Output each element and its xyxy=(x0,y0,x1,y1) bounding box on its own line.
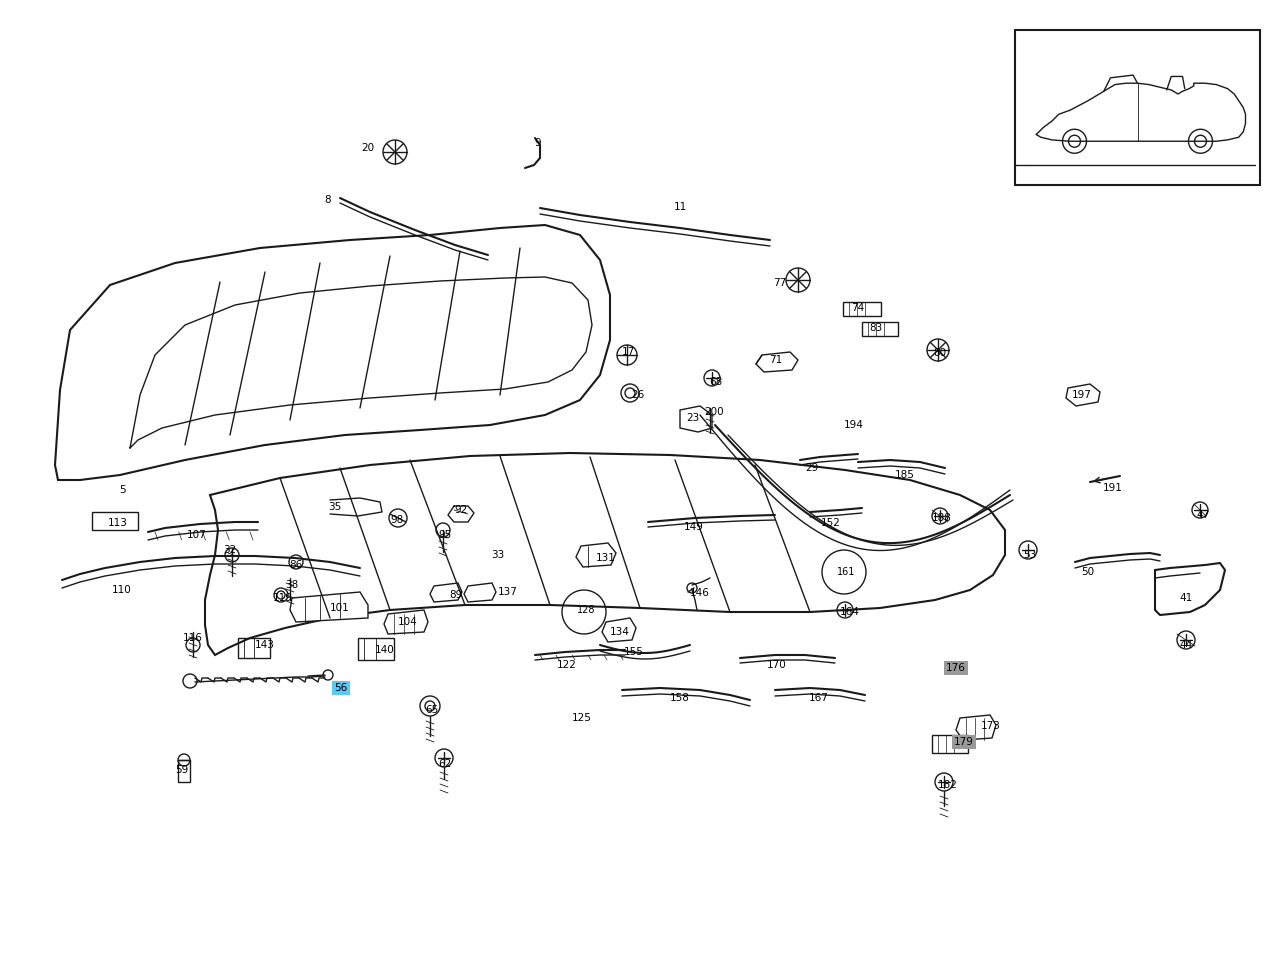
Text: 161: 161 xyxy=(836,567,856,577)
Text: 77: 77 xyxy=(774,278,787,288)
Text: 188: 188 xyxy=(932,513,952,523)
Text: 56: 56 xyxy=(334,683,348,693)
Text: 113: 113 xyxy=(107,518,128,528)
Bar xyxy=(1016,30,1260,185)
Text: 134: 134 xyxy=(610,627,631,637)
Text: 119: 119 xyxy=(272,593,293,603)
Text: 9: 9 xyxy=(535,138,541,148)
Text: 107: 107 xyxy=(187,530,207,540)
Text: 5: 5 xyxy=(119,485,125,495)
Bar xyxy=(238,638,270,658)
Text: 101: 101 xyxy=(330,603,350,613)
Text: 33: 33 xyxy=(491,550,505,560)
Text: 146: 146 xyxy=(691,588,710,598)
Text: 191: 191 xyxy=(1102,483,1123,493)
Text: 92: 92 xyxy=(454,505,468,515)
Text: 47: 47 xyxy=(1196,510,1210,520)
Text: 200: 200 xyxy=(705,407,724,417)
Text: 122: 122 xyxy=(558,660,577,670)
Text: 74: 74 xyxy=(852,303,865,313)
Text: 104: 104 xyxy=(398,617,418,627)
Text: 71: 71 xyxy=(770,355,783,365)
Text: 65: 65 xyxy=(426,705,439,715)
Bar xyxy=(358,638,394,660)
Text: 140: 140 xyxy=(375,645,395,655)
Text: 23: 23 xyxy=(687,413,700,423)
Bar xyxy=(932,735,968,753)
Text: 83: 83 xyxy=(870,323,883,333)
Text: 110: 110 xyxy=(113,585,132,595)
Text: 170: 170 xyxy=(767,660,787,670)
Text: 128: 128 xyxy=(577,605,595,615)
Text: 98: 98 xyxy=(390,515,404,525)
Text: 116: 116 xyxy=(183,633,203,643)
Text: 158: 158 xyxy=(670,693,689,703)
Text: 17: 17 xyxy=(622,347,634,357)
Text: 179: 179 xyxy=(954,737,973,747)
Text: 131: 131 xyxy=(596,553,616,563)
Text: 59: 59 xyxy=(175,765,188,775)
Text: 62: 62 xyxy=(439,759,451,769)
Text: 50: 50 xyxy=(1082,567,1095,577)
Bar xyxy=(178,760,191,782)
Bar xyxy=(843,302,881,316)
Bar xyxy=(862,322,898,336)
Text: 137: 137 xyxy=(498,587,518,597)
Text: 185: 185 xyxy=(895,470,914,480)
Text: 26: 26 xyxy=(632,390,645,400)
Text: 11: 11 xyxy=(673,202,687,212)
Text: 38: 38 xyxy=(285,580,298,590)
Text: 32: 32 xyxy=(224,545,237,555)
Text: 173: 173 xyxy=(981,721,1001,731)
Text: 149: 149 xyxy=(684,522,703,532)
Text: 125: 125 xyxy=(572,713,592,723)
Text: 80: 80 xyxy=(934,348,946,358)
Text: 44: 44 xyxy=(1179,640,1192,650)
Text: 155: 155 xyxy=(624,647,643,657)
Text: 86: 86 xyxy=(289,560,303,570)
Text: 182: 182 xyxy=(938,780,958,790)
Text: 194: 194 xyxy=(844,420,863,430)
Text: 89: 89 xyxy=(449,590,463,600)
Text: 143: 143 xyxy=(255,640,275,650)
Text: 29: 29 xyxy=(806,463,819,473)
Text: 197: 197 xyxy=(1072,390,1092,400)
Text: 164: 164 xyxy=(840,607,859,617)
Text: 41: 41 xyxy=(1179,593,1192,603)
Polygon shape xyxy=(290,592,368,622)
Text: 167: 167 xyxy=(810,693,829,703)
Text: 35: 35 xyxy=(329,502,341,512)
Text: 20: 20 xyxy=(362,143,375,153)
Text: 176: 176 xyxy=(946,663,966,673)
Text: 53: 53 xyxy=(1023,550,1036,560)
Text: 152: 152 xyxy=(821,518,840,528)
Text: 8: 8 xyxy=(325,195,331,205)
Text: 95: 95 xyxy=(439,530,451,540)
Text: 68: 68 xyxy=(710,377,723,387)
